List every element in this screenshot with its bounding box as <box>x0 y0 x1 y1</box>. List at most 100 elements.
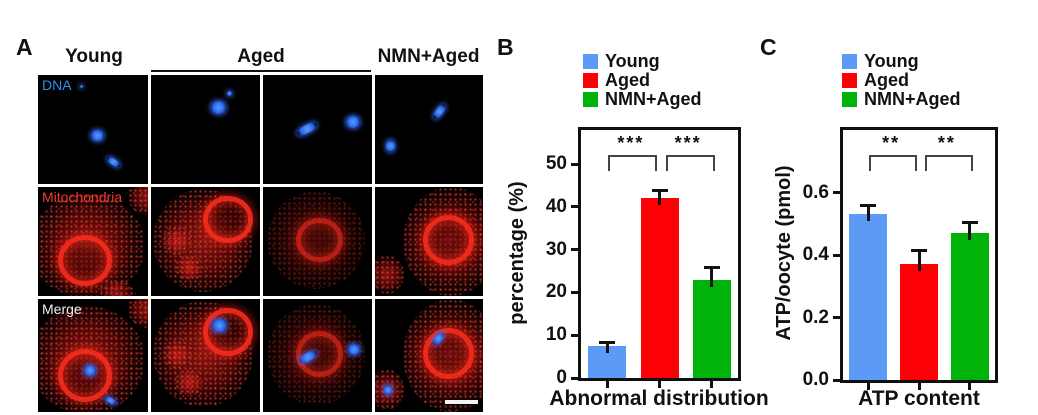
micrograph-dna-young: DNA <box>38 75 148 184</box>
chromosome-spot <box>431 102 448 121</box>
oocyte-red-signal <box>267 191 366 290</box>
x-tick-mark <box>917 383 921 390</box>
chromosome-spot <box>210 101 226 115</box>
error-bar <box>866 205 870 222</box>
legend-label: Young <box>605 51 660 71</box>
panel-b-label: B <box>497 34 514 60</box>
error-bar-cap <box>651 188 668 192</box>
plot-area-panel-b: 0 10 20 30 40 50 *** *** <box>546 127 741 388</box>
oocyte-red-signal <box>174 254 204 281</box>
x-tick-mark <box>866 383 870 390</box>
legend-label: NMN+Aged <box>864 89 961 109</box>
error-bar <box>917 250 921 272</box>
legend-panel-b: Young Aged NMN+Aged <box>583 51 702 109</box>
mito-ring <box>422 328 474 380</box>
chromosome-spot <box>90 129 104 141</box>
y-tick-label: 20 <box>545 281 567 303</box>
legend-swatch <box>842 92 857 107</box>
legend-entry-aged: Aged <box>583 70 702 90</box>
chromosome-spot <box>227 91 233 97</box>
significance-label: *** <box>674 133 702 153</box>
legend-label: Aged <box>864 70 909 90</box>
micrograph-grid: DNA Mitochondria Merge <box>38 75 483 412</box>
legend-swatch <box>842 54 857 69</box>
column-header-nmn-aged: NMN+Aged <box>377 46 480 67</box>
chromosome-spot <box>105 155 122 169</box>
error-bar <box>658 189 661 206</box>
error-bar <box>605 342 609 353</box>
significance-bracket <box>925 155 973 171</box>
y-tick-label: 0.4 <box>802 244 829 265</box>
x-tick-mark <box>710 381 714 388</box>
x-axis-title: Abnormal distribution <box>549 387 769 410</box>
error-bar-cap <box>961 221 978 225</box>
oocyte-red-signal <box>174 369 204 397</box>
y-tick-label: 0 <box>556 367 567 388</box>
y-tick-mark <box>571 333 578 337</box>
chromosome-spot <box>385 140 395 153</box>
legend-entry-young: Young <box>842 51 961 71</box>
column-header-young: Young <box>65 46 123 67</box>
bar-aged <box>900 264 938 380</box>
legend-entry-aged: Aged <box>842 70 961 90</box>
micrograph-mito-nmn-aged <box>375 187 483 296</box>
legend-swatch <box>842 73 857 88</box>
bar-nmn+aged <box>950 233 989 380</box>
mito-ring <box>57 234 112 287</box>
chromosome-spot <box>345 116 360 129</box>
error-bar-cap <box>860 204 877 207</box>
y-tick-label: 30 <box>545 238 567 260</box>
x-tick-mark <box>658 381 661 388</box>
micrograph-merge-young: Merge <box>38 299 148 412</box>
row-label-dna: DNA <box>42 77 72 93</box>
y-tick-label: 40 <box>545 195 567 217</box>
significance-label: ** <box>882 133 901 153</box>
mito-ring <box>295 217 343 263</box>
chromosome-spot <box>212 319 228 333</box>
error-bar <box>710 266 714 287</box>
micrograph-merge-nmn-aged <box>375 299 483 412</box>
chromosome-spot <box>79 84 83 88</box>
oocyte-red-signal <box>98 280 136 296</box>
y-tick-label: 10 <box>545 324 567 346</box>
significance-bracket <box>608 155 658 171</box>
micrograph-mito-aged-1 <box>151 187 260 296</box>
chromosome-spot <box>348 344 361 356</box>
error-bar <box>968 222 972 241</box>
panel-a-label: A <box>16 34 33 60</box>
micrograph-mito-young: Mitochondria <box>38 187 148 296</box>
mito-ring <box>203 308 253 357</box>
y-tick-mark <box>571 205 578 209</box>
y-tick-label: 0.2 <box>802 306 829 328</box>
y-tick-mark <box>833 191 840 194</box>
legend-swatch <box>583 54 598 69</box>
chromosome-spot <box>84 364 97 376</box>
mito-ring <box>295 330 343 377</box>
x-tick-mark <box>968 383 972 390</box>
micrograph-dna-nmn-aged <box>375 75 483 184</box>
mito-ring <box>203 195 253 243</box>
error-bar-cap <box>911 249 927 253</box>
scale-bar <box>445 400 478 404</box>
error-bar-cap <box>599 341 616 345</box>
significance-label: ** <box>937 133 956 153</box>
legend-panel-c: Young Aged NMN+Aged <box>842 51 961 109</box>
oocyte-red-signal <box>161 339 193 370</box>
panel-c-label: C <box>760 34 777 60</box>
row-label-merge: Merge <box>42 301 82 317</box>
legend-label: Young <box>864 51 919 71</box>
oocyte-red-signal <box>128 299 148 329</box>
y-tick-label: 0.6 <box>802 181 829 203</box>
aged-span-underline <box>151 70 371 72</box>
y-tick-mark <box>571 376 578 380</box>
y-tick-mark <box>571 290 578 294</box>
x-axis-title: ATP content <box>858 387 980 410</box>
y-tick-mark <box>571 248 578 252</box>
y-tick-mark <box>833 316 840 319</box>
micrograph-mito-aged-2 <box>263 187 372 296</box>
micrograph-dna-aged-2 <box>263 75 372 184</box>
legend-entry-nmn+aged: NMN+Aged <box>583 89 702 109</box>
bar-young <box>849 214 888 380</box>
significance-label: *** <box>617 133 645 153</box>
significance-bracket <box>665 155 715 171</box>
